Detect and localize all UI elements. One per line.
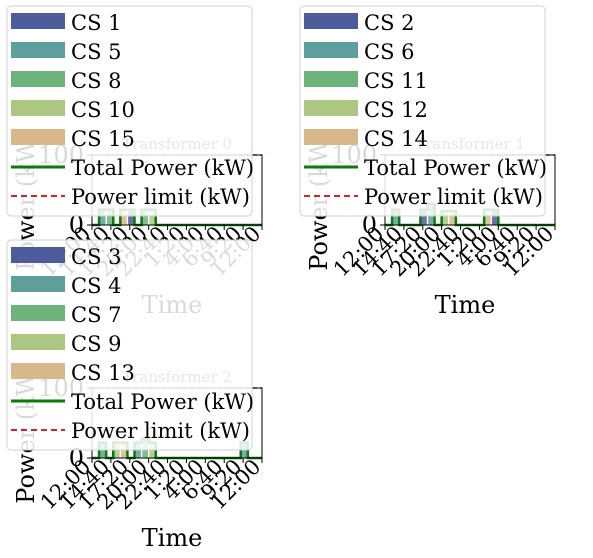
y-tick-label: 0 [69,211,84,239]
x-axis-label: Time [435,291,496,319]
legend-label: CS 1 [71,11,122,35]
legend-label: Power limit (kW) [364,185,543,209]
x-axis-label: Time [142,524,203,552]
chart-panel-2: Transformer 2010012:0014:4017:2020:0022:… [6,239,266,552]
bar [484,209,491,225]
legend-label: CS 14 [364,127,428,151]
bar [149,209,156,225]
legend-label: CS 2 [364,11,415,35]
legend-label: CS 5 [71,40,122,64]
legend-swatch [11,100,65,116]
legend-swatch [11,305,65,321]
legend-swatch [304,13,358,29]
legend-label: CS 6 [364,40,415,64]
legend-label: CS 8 [71,69,122,93]
y-tick-label: 0 [362,211,377,239]
bar [121,209,127,225]
bar [491,209,498,225]
legend-swatch [11,129,65,145]
legend-label: Total Power (kW) [71,156,254,180]
legend-label: CS 13 [71,361,135,385]
legend-label: Power limit (kW) [71,185,250,209]
bar [128,209,134,225]
bar [449,211,456,225]
legend-label: Power limit (kW) [71,419,250,443]
legend-label: CS 4 [71,274,122,298]
legend-label: CS 11 [364,69,428,93]
legend-swatch [304,129,358,145]
legend-swatch [11,13,65,29]
bar [421,209,427,225]
legend-label: Total Power (kW) [364,156,547,180]
legend-box [6,239,253,451]
legend-swatch [304,100,358,116]
legend-swatch [11,247,65,263]
y-tick-label: 0 [69,444,84,472]
chart-panel-1: Transformer 1010012:0014:4017:2020:0022:… [299,5,559,319]
legend-swatch [304,42,358,58]
bar [392,209,399,225]
legend-label: CS 7 [71,303,122,327]
legend-swatch [11,334,65,350]
bar [106,209,113,225]
legend-box [299,5,546,217]
legend-swatch [304,71,358,87]
legend-swatch [11,71,65,87]
legend-label: CS 12 [364,98,428,122]
legend-label: CS 3 [71,245,122,269]
legend-swatch [11,276,65,292]
legend-swatch [11,42,65,58]
bar [99,209,106,225]
bar [442,211,449,225]
bar [142,209,148,225]
legend-label: CS 10 [71,98,135,122]
legend-label: Total Power (kW) [71,390,254,414]
legend-box [6,5,253,217]
legend-swatch [11,363,65,379]
legend-label: CS 9 [71,332,122,356]
legend-label: CS 15 [71,127,135,151]
